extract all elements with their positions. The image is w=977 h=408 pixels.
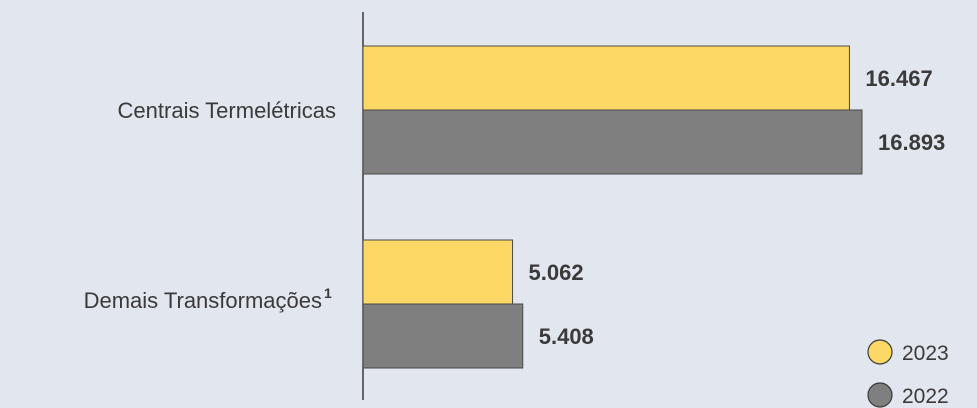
bar-demais-transformacoes-2022 xyxy=(362,303,524,369)
legend: 2023 2022 xyxy=(867,339,949,408)
value-label-centrais-termeletricas-2023: 16.467 xyxy=(865,66,932,91)
legend-marker-2022 xyxy=(867,382,893,408)
bar-centrais-termeletricas-2023 xyxy=(362,45,850,111)
value-label-demais-transformacoes-2023: 5.062 xyxy=(529,260,584,285)
category-label-centrais-termeletricas: Centrais Termelétricas xyxy=(118,98,336,123)
legend-label-2022: 2022 xyxy=(902,385,949,408)
legend-marker-2023 xyxy=(867,339,893,365)
value-label-centrais-termeletricas-2022: 16.893 xyxy=(878,130,945,155)
category-label-demais-transformacoes: Demais Transformações xyxy=(84,288,322,313)
bar-centrais-termeletricas-2022 xyxy=(362,109,863,175)
value-label-demais-transformacoes-2022: 5.408 xyxy=(539,324,594,349)
legend-label-2023: 2023 xyxy=(902,342,949,365)
footnote-superscript: 1 xyxy=(324,285,332,301)
bar-demais-transformacoes-2023 xyxy=(362,239,514,305)
